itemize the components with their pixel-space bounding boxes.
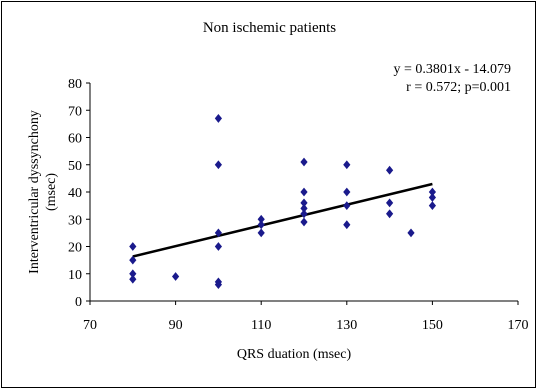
y-tick-label: 50	[68, 159, 82, 174]
data-point	[257, 228, 265, 238]
data-point	[343, 187, 351, 197]
data-point	[214, 242, 222, 251]
y-tick-label: 70	[68, 104, 82, 119]
data-point	[300, 203, 308, 213]
data-point	[129, 242, 137, 251]
data-point	[129, 255, 137, 265]
data-point	[343, 201, 351, 211]
x-tick-label: 90	[169, 318, 183, 333]
data-point	[214, 280, 222, 290]
y-tick-label: 30	[68, 213, 82, 228]
data-point	[300, 187, 308, 197]
data-point	[129, 274, 137, 284]
data-point	[300, 157, 308, 167]
data-point	[407, 228, 415, 238]
regression-equation: y = 0.3801x - 14.079	[393, 62, 511, 77]
data-point	[428, 201, 436, 211]
y-axis-label-line: (msec)	[44, 173, 59, 211]
y-tick-label: 40	[68, 186, 82, 201]
x-tick-label: 150	[422, 318, 443, 333]
x-axis-label: QRS duation (msec)	[237, 347, 352, 362]
data-point	[300, 198, 308, 208]
y-tick-label: 10	[68, 268, 82, 283]
data-point	[428, 187, 436, 197]
y-tick-label: 80	[68, 77, 82, 92]
x-tick-label: 70	[83, 318, 97, 333]
y-tick-label: 0	[75, 295, 82, 310]
data-point	[214, 228, 222, 238]
data-point	[343, 160, 351, 170]
y-axis-label-line: Interventricular dyssynchony	[27, 110, 42, 274]
x-tick-label: 170	[508, 318, 529, 333]
data-point	[257, 220, 265, 230]
correlation-stats: r = 0.572; p=0.001	[406, 80, 511, 95]
y-tick-label: 60	[68, 132, 82, 147]
data-point	[129, 269, 137, 279]
data-point	[386, 165, 394, 175]
data-point	[428, 193, 436, 202]
chart-title: Non ischemic patients	[202, 20, 337, 36]
data-point	[386, 209, 394, 219]
data-point	[300, 217, 308, 227]
data-point	[343, 220, 351, 230]
data-point	[172, 272, 180, 281]
y-axis-label: Interventricular dyssynchony (msec)	[27, 110, 59, 274]
y-tick-label: 20	[68, 241, 82, 256]
data-point	[300, 209, 308, 219]
x-tick-label: 110	[251, 318, 271, 333]
data-point	[386, 198, 394, 208]
x-tick-label: 130	[336, 318, 357, 333]
trendline	[132, 182, 433, 258]
data-point	[257, 214, 265, 224]
data-point	[214, 160, 222, 170]
data-point	[214, 114, 222, 123]
